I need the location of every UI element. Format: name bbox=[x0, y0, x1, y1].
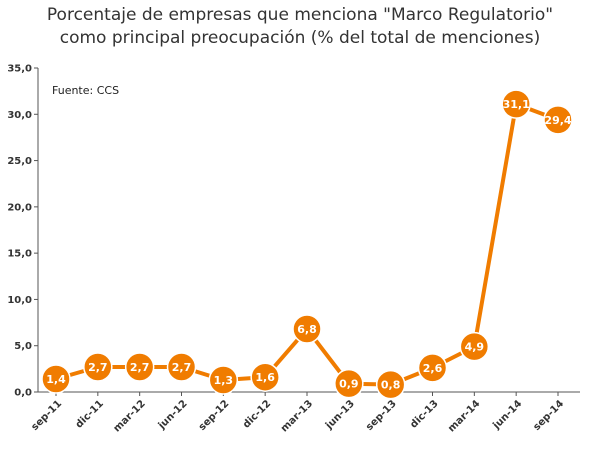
data-point-marker bbox=[543, 105, 573, 135]
data-point-marker bbox=[501, 89, 531, 119]
data-label: 29,4 bbox=[544, 114, 571, 127]
data-point-marker bbox=[334, 368, 364, 399]
x-tick-label: sep-11 bbox=[29, 398, 64, 433]
data-label: 0,8 bbox=[381, 379, 401, 392]
x-axis-ticks: sep-11 dic-11 mar-12 jun-12 sep-12 dic-12 mar-… bbox=[29, 392, 566, 435]
data-point-marker bbox=[83, 352, 113, 382]
data-point-marker bbox=[41, 364, 71, 394]
chart-title: Porcentaje de empresas que menciona "Mar… bbox=[0, 4, 600, 50]
source-label: Fuente: CCS bbox=[52, 84, 119, 97]
y-tick-label: 0,0 bbox=[14, 388, 32, 399]
data-label: 0,9 bbox=[339, 378, 359, 391]
data-label: 1,4 bbox=[46, 373, 66, 386]
chart-axes bbox=[37, 68, 580, 393]
data-point-marker bbox=[250, 362, 280, 392]
data-point-marker bbox=[124, 352, 155, 382]
y-tick-label: 20,0 bbox=[7, 202, 32, 213]
y-tick-label: 30,0 bbox=[7, 110, 32, 121]
data-label: 4,9 bbox=[465, 341, 485, 354]
x-tick-label: jun-14 bbox=[491, 398, 525, 432]
x-tick-label: sep-12 bbox=[197, 398, 232, 433]
x-tick-label: mar-12 bbox=[112, 398, 148, 434]
y-tick-label: 5,0 bbox=[14, 341, 32, 352]
data-point-marker bbox=[459, 331, 490, 362]
x-tick-label: mar-13 bbox=[279, 398, 315, 434]
x-tick-label: dic-13 bbox=[408, 398, 440, 430]
data-point-marker bbox=[208, 365, 239, 395]
y-tick-label: 15,0 bbox=[7, 249, 32, 260]
data-label: 2,7 bbox=[172, 361, 192, 374]
x-tick-label: sep-14 bbox=[531, 398, 566, 433]
y-tick-label: 35,0 bbox=[7, 64, 32, 75]
data-label: 2,7 bbox=[130, 361, 150, 374]
x-tick-label: jun-13 bbox=[323, 398, 357, 432]
x-tick-label: sep-13 bbox=[364, 398, 399, 433]
data-label: 1,3 bbox=[214, 374, 234, 387]
y-tick-label: 10,0 bbox=[7, 295, 32, 306]
y-tick-label: 25,0 bbox=[7, 156, 32, 167]
data-label: 6,8 bbox=[297, 323, 317, 336]
data-point-marker bbox=[375, 369, 406, 400]
data-point-marker bbox=[292, 314, 322, 344]
data-point-marker bbox=[417, 353, 448, 383]
data-label: 2,6 bbox=[423, 362, 443, 375]
data-label: 31,1 bbox=[503, 98, 530, 111]
x-tick-label: jun-12 bbox=[156, 398, 190, 432]
chart-title-line-2: como principal preocupación (% del total… bbox=[59, 28, 541, 48]
x-tick-label: dic-12 bbox=[241, 398, 273, 430]
data-label: 2,7 bbox=[88, 361, 108, 374]
data-points: 1,4 2,7 2,7 2,7 1,3 1,6 6,8 0,9 0,8 2,6 4,9 31,1 29,… bbox=[41, 89, 573, 400]
data-label: 1,6 bbox=[255, 371, 275, 384]
y-axis-ticks: 0,0 5,0 10,0 15,0 20,0 25,0 30,0 35,0 bbox=[7, 64, 38, 399]
chart-title-line-1: Porcentaje de empresas que menciona "Mar… bbox=[46, 5, 554, 25]
x-tick-label: mar-14 bbox=[446, 398, 482, 434]
data-point-marker bbox=[166, 352, 197, 382]
x-tick-label: dic-11 bbox=[74, 398, 106, 430]
